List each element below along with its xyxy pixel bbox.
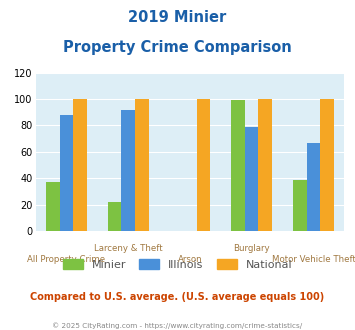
Text: Arson: Arson (178, 255, 202, 264)
Bar (197, 99, 210, 231)
Bar (245, 127, 258, 231)
Text: Larceny & Theft: Larceny & Theft (94, 244, 163, 253)
Bar (121, 110, 135, 231)
Bar (108, 202, 121, 231)
Bar (293, 180, 307, 231)
Legend: Minier, Illinois, National: Minier, Illinois, National (58, 255, 297, 274)
Bar (73, 99, 87, 231)
Text: © 2025 CityRating.com - https://www.cityrating.com/crime-statistics/: © 2025 CityRating.com - https://www.city… (53, 323, 302, 329)
Bar (60, 115, 73, 231)
Bar (135, 99, 148, 231)
Text: Burglary: Burglary (233, 244, 270, 253)
Bar (320, 99, 334, 231)
Text: 2019 Minier: 2019 Minier (129, 10, 226, 25)
Text: All Property Crime: All Property Crime (27, 255, 105, 264)
Bar (46, 182, 60, 231)
Bar (231, 100, 245, 231)
Bar (307, 143, 320, 231)
Bar (258, 99, 272, 231)
Text: Motor Vehicle Theft: Motor Vehicle Theft (272, 255, 355, 264)
Text: Property Crime Comparison: Property Crime Comparison (63, 40, 292, 54)
Text: Compared to U.S. average. (U.S. average equals 100): Compared to U.S. average. (U.S. average … (31, 292, 324, 302)
